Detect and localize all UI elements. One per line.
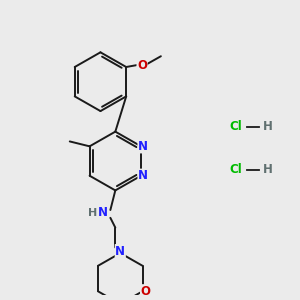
Text: Cl: Cl bbox=[229, 163, 242, 176]
Text: O: O bbox=[137, 58, 147, 71]
Text: H: H bbox=[88, 208, 97, 218]
Text: Cl: Cl bbox=[229, 120, 242, 133]
Text: N: N bbox=[138, 140, 148, 153]
Text: N: N bbox=[138, 169, 148, 182]
Text: H: H bbox=[263, 120, 273, 133]
Text: H: H bbox=[263, 163, 273, 176]
Text: N: N bbox=[115, 244, 125, 258]
Text: O: O bbox=[141, 285, 151, 298]
Text: N: N bbox=[98, 206, 107, 219]
